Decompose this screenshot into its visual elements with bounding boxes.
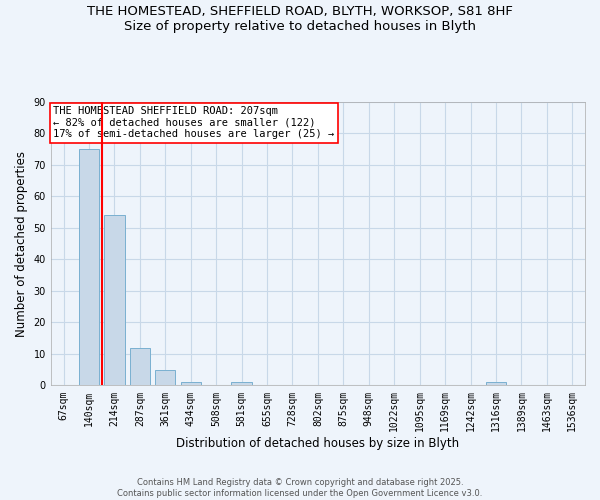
Bar <box>486 382 506 386</box>
Text: THE HOMESTEAD SHEFFIELD ROAD: 207sqm
← 82% of detached houses are smaller (122)
: THE HOMESTEAD SHEFFIELD ROAD: 207sqm ← 8… <box>53 106 335 140</box>
Bar <box>104 216 125 386</box>
Text: Contains HM Land Registry data © Crown copyright and database right 2025.
Contai: Contains HM Land Registry data © Crown c… <box>118 478 482 498</box>
Bar <box>181 382 201 386</box>
Bar <box>232 382 252 386</box>
Y-axis label: Number of detached properties: Number of detached properties <box>15 150 28 336</box>
X-axis label: Distribution of detached houses by size in Blyth: Distribution of detached houses by size … <box>176 437 460 450</box>
Bar <box>130 348 150 386</box>
Text: THE HOMESTEAD, SHEFFIELD ROAD, BLYTH, WORKSOP, S81 8HF
Size of property relative: THE HOMESTEAD, SHEFFIELD ROAD, BLYTH, WO… <box>87 5 513 33</box>
Bar <box>155 370 175 386</box>
Bar <box>79 149 99 386</box>
